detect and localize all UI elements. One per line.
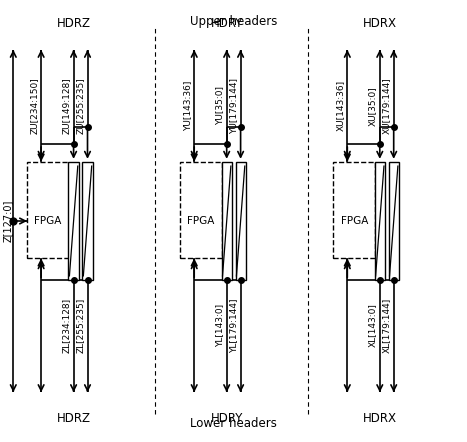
Bar: [333, 162, 375, 258]
Text: YU[179:144]: YU[179:144]: [229, 78, 238, 133]
Text: ZL[234:128]: ZL[234:128]: [62, 298, 71, 353]
Text: XU[35:0]: XU[35:0]: [368, 86, 377, 126]
Text: XU[179:144]: XU[179:144]: [382, 77, 391, 134]
Text: HDRZ: HDRZ: [57, 412, 91, 425]
Text: FPGA: FPGA: [187, 216, 215, 226]
Bar: [389, 162, 399, 280]
Text: Lower headers: Lower headers: [190, 417, 277, 430]
Text: HDRX: HDRX: [363, 17, 397, 30]
Text: YU[143:36]: YU[143:36]: [183, 80, 192, 131]
Text: HDRZ: HDRZ: [57, 17, 91, 30]
Text: FPGA: FPGA: [340, 216, 368, 226]
Text: XU[143:36]: XU[143:36]: [336, 80, 345, 131]
Text: YL[179:144]: YL[179:144]: [229, 298, 238, 353]
Text: YU[35:0]: YU[35:0]: [215, 86, 224, 125]
Text: FPGA: FPGA: [35, 216, 62, 226]
Text: HDRX: HDRX: [363, 412, 397, 425]
Text: ZU[255:235]: ZU[255:235]: [76, 77, 85, 134]
Text: Z[127:0]: Z[127:0]: [3, 200, 13, 242]
Bar: [235, 162, 246, 280]
Text: HDRY: HDRY: [211, 17, 243, 30]
Bar: [27, 162, 69, 258]
Bar: [221, 162, 232, 280]
Bar: [180, 162, 222, 258]
Bar: [82, 162, 92, 280]
Text: ZU[149:128]: ZU[149:128]: [62, 77, 71, 134]
Text: Upper headers: Upper headers: [190, 15, 277, 27]
Text: XL[143:0]: XL[143:0]: [368, 303, 377, 347]
Bar: [69, 162, 79, 280]
Text: HDRY: HDRY: [211, 412, 243, 425]
Text: XL[179:144]: XL[179:144]: [382, 298, 391, 353]
Bar: [375, 162, 385, 280]
Text: ZU[234:150]: ZU[234:150]: [30, 77, 39, 134]
Text: YL[143:0]: YL[143:0]: [215, 304, 224, 347]
Text: ZL[255:235]: ZL[255:235]: [76, 298, 85, 353]
